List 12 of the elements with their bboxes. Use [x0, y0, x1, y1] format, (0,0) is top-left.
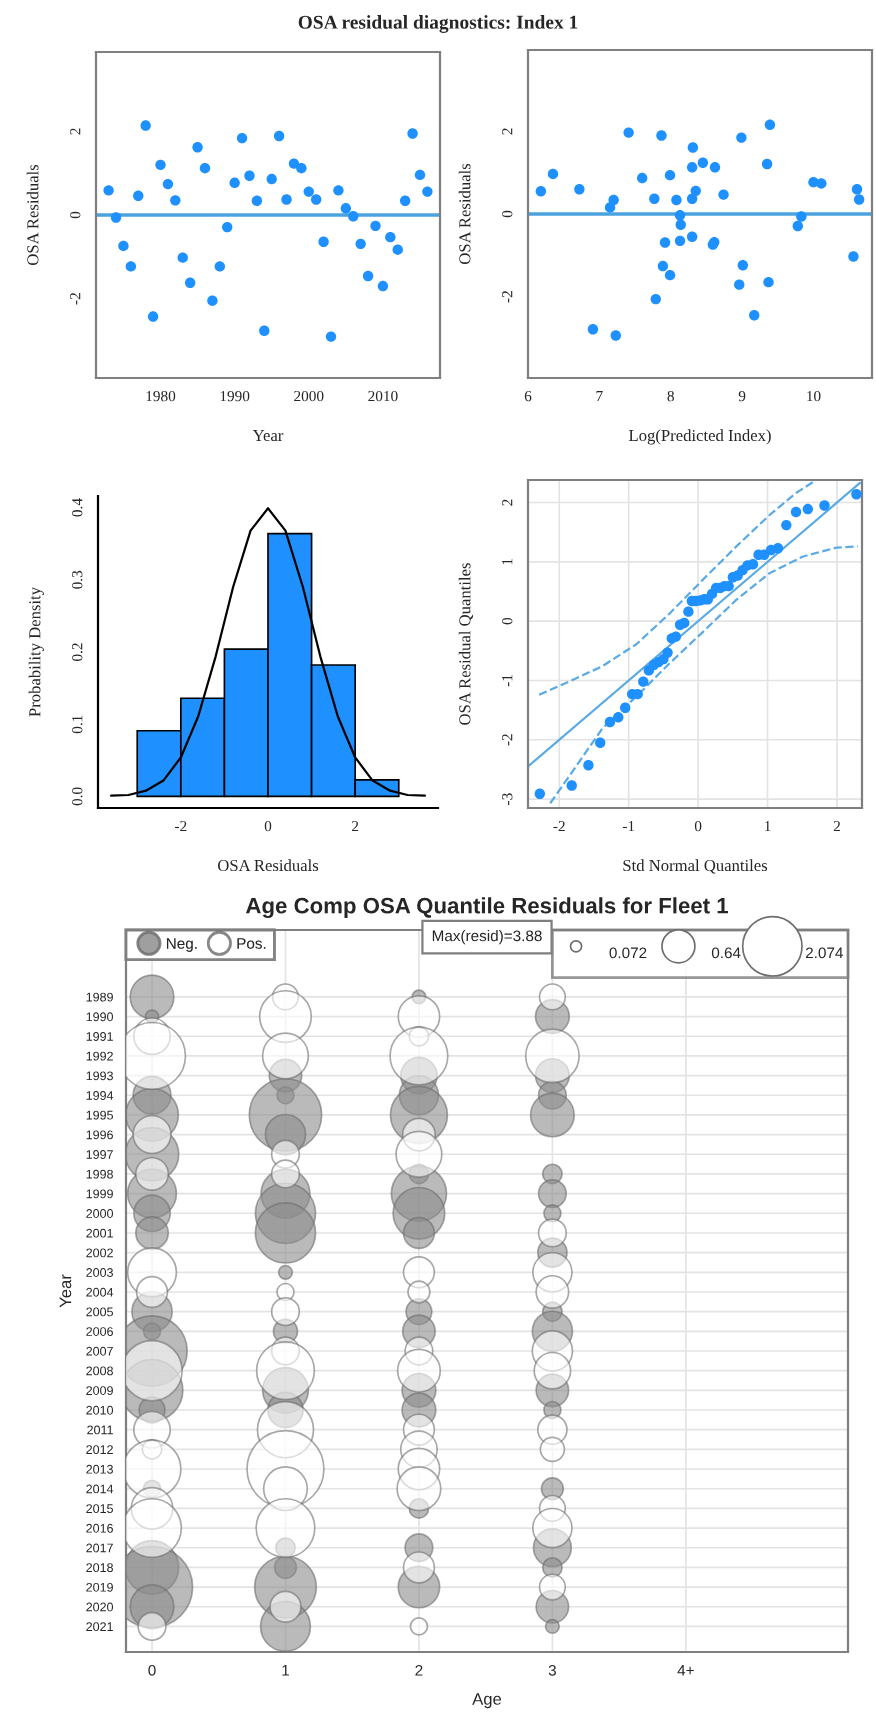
y-axis-title: OSA Residuals	[458, 163, 471, 265]
x-axis-title: Std Normal Quantiles	[623, 859, 768, 874]
chart-title: OSA residual diagnostics: Index 1	[298, 15, 578, 33]
y-axis-title: OSA Residuals	[26, 164, 39, 266]
y-axis-title: Year	[59, 1274, 72, 1308]
y-axis-title: OSA Residual Quantiles	[458, 563, 474, 725]
x-axis-title: OSA Residuals	[217, 859, 319, 872]
x-axis-title: Log(Predicted Index)	[628, 429, 771, 445]
chart-title: Age Comp OSA Quantile Residuals for Fleet 1	[245, 897, 728, 919]
x-axis-title: Age	[472, 1693, 502, 1709]
x-axis-title: Year	[252, 430, 284, 442]
y-axis-title: Probability Density	[28, 587, 44, 717]
